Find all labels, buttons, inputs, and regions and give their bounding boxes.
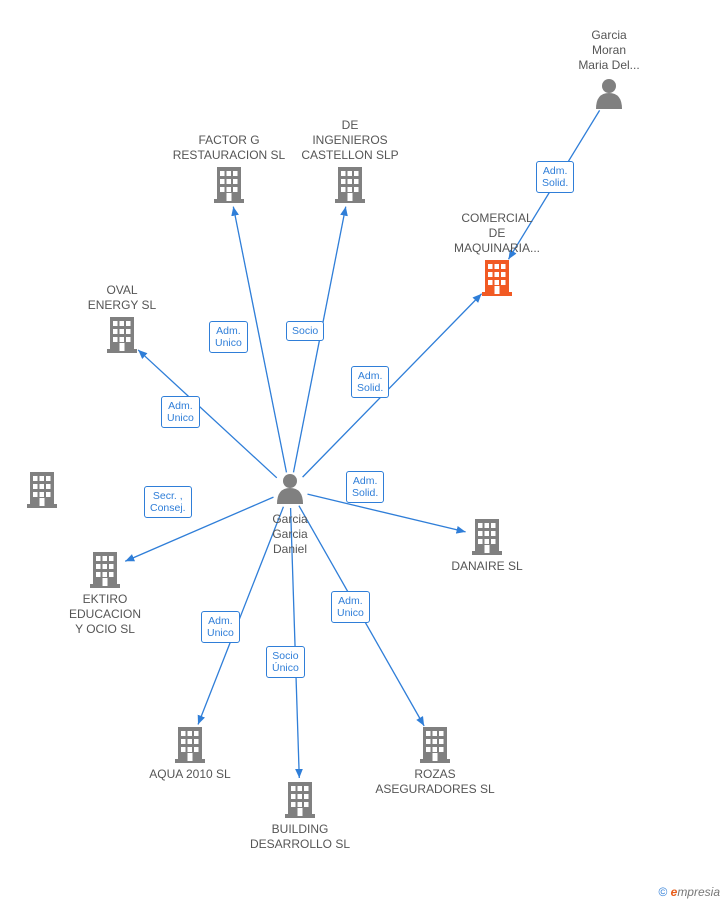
company-icon[interactable]	[90, 552, 120, 588]
edge-label: Socio Único	[266, 646, 305, 678]
edge-label: Adm. Unico	[209, 321, 248, 353]
node-label: AQUA 2010 SL	[135, 767, 245, 782]
company-icon[interactable]	[482, 260, 512, 296]
edge-line	[303, 294, 482, 477]
company-icon[interactable]	[285, 782, 315, 818]
edge-label: Adm. Unico	[331, 591, 370, 623]
company-icon[interactable]	[214, 167, 244, 203]
node-label: DANAIRE SL	[437, 559, 537, 574]
person-icon[interactable]	[596, 79, 622, 109]
edge-line	[308, 494, 466, 532]
node-label: EKTIRO EDUCACION Y OCIO SL	[55, 592, 155, 637]
edge-label: Adm. Unico	[201, 611, 240, 643]
company-icon[interactable]	[420, 727, 450, 763]
edge-label: Secr. , Consej.	[144, 486, 192, 518]
node-label: DE INGENIEROS CASTELLON SLP	[285, 118, 415, 163]
footer-copyright: © empresia	[658, 885, 720, 899]
edge-label: Adm. Unico	[161, 396, 200, 428]
node-label: OVAL ENERGY SL	[77, 283, 167, 313]
edge-label: Adm. Solid.	[351, 366, 389, 398]
edge-line	[138, 350, 277, 478]
company-icon[interactable]	[472, 519, 502, 555]
node-label: BUILDING DESARROLLO SL	[240, 822, 360, 852]
node-label: COMERCIAL DE MAQUINARIA...	[437, 211, 557, 256]
copyright-symbol: ©	[658, 885, 667, 899]
company-icon[interactable]	[27, 472, 57, 508]
company-icon[interactable]	[175, 727, 205, 763]
edge-label: Socio	[286, 321, 324, 341]
node-label: Garcia Moran Maria Del...	[564, 28, 654, 73]
edge-label: Adm. Solid.	[346, 471, 384, 503]
company-icon[interactable]	[335, 167, 365, 203]
edge-label: Adm. Solid.	[536, 161, 574, 193]
node-label: Garcia Garcia Daniel	[250, 512, 330, 557]
brand-logo: empresia	[671, 885, 720, 899]
node-label: ROZAS ASEGURADORES SL	[360, 767, 510, 797]
company-icon[interactable]	[107, 317, 137, 353]
node-label: FACTOR G RESTAURACION SL	[159, 133, 299, 163]
person-icon[interactable]	[277, 474, 303, 504]
